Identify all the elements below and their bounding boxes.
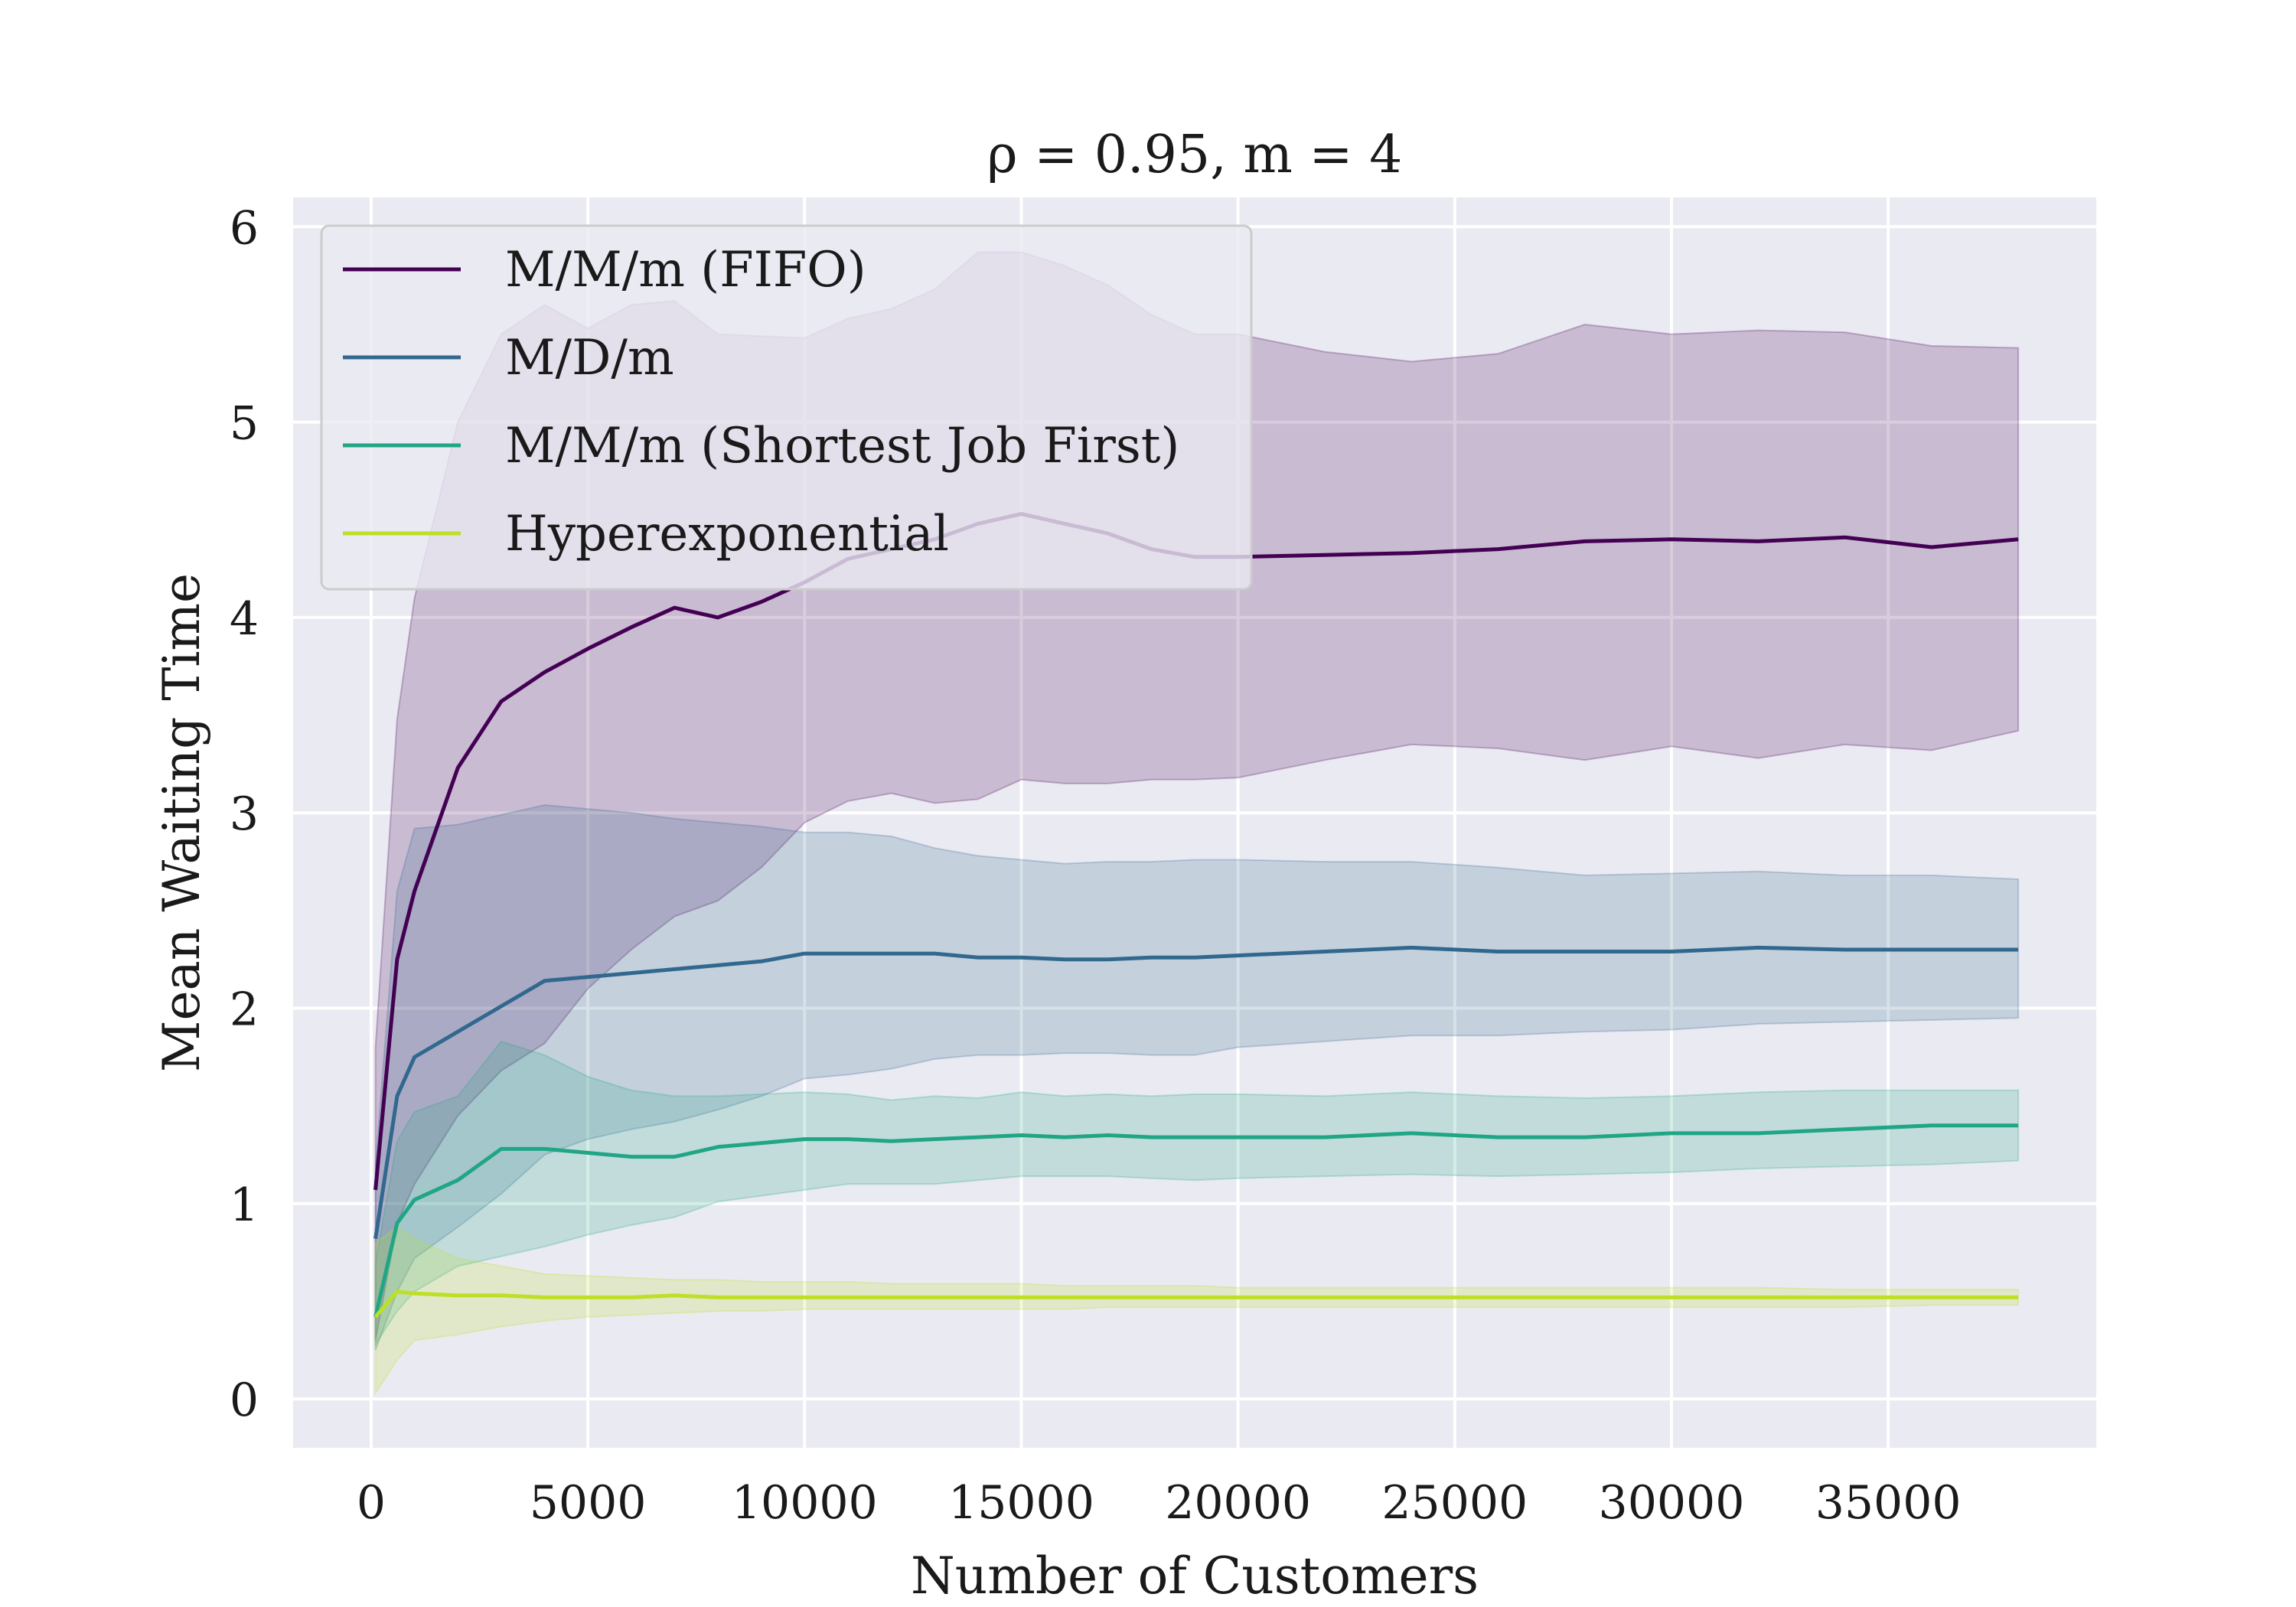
chart-title: ρ = 0.95, m = 4 bbox=[987, 125, 1403, 185]
y-tick-label: 5 bbox=[230, 397, 259, 451]
legend: M/M/m (FIFO) M/D/m M/M/m (Shortest Job Fir… bbox=[320, 224, 1253, 591]
x-tick-label: 20000 bbox=[1165, 1476, 1311, 1530]
confidence-band-series-3 bbox=[374, 1226, 2020, 1396]
y-tick-label: 1 bbox=[230, 1178, 259, 1232]
confidence-band-series-1 bbox=[374, 804, 2020, 1351]
x-tick-label: 15000 bbox=[948, 1476, 1094, 1530]
series-line-3 bbox=[373, 1289, 2019, 1319]
x-tick-label: 10000 bbox=[732, 1476, 878, 1530]
y-tick-label: 3 bbox=[230, 787, 259, 841]
legend-label: M/D/m bbox=[505, 330, 674, 386]
legend-label: Hyperexponential bbox=[505, 506, 949, 562]
y-tick-label: 6 bbox=[230, 201, 259, 255]
confidence-band-series-2 bbox=[374, 1040, 2020, 1348]
series-lines bbox=[373, 512, 2019, 1319]
y-axis-label: Mean Waiting Time bbox=[152, 573, 211, 1072]
x-tick-label: 5000 bbox=[530, 1476, 647, 1530]
y-tick-labels: 0 1 2 3 4 5 6 bbox=[230, 201, 259, 1427]
y-tick-label: 2 bbox=[230, 983, 259, 1037]
x-axis-label: Number of Customers bbox=[911, 1547, 1479, 1605]
x-tick-label: 25000 bbox=[1381, 1476, 1528, 1530]
x-tick-label: 35000 bbox=[1815, 1476, 1962, 1530]
y-tick-label: 0 bbox=[230, 1374, 259, 1427]
x-tick-label: 30000 bbox=[1599, 1476, 1745, 1530]
y-tick-label: 4 bbox=[230, 592, 259, 646]
x-tick-label: 0 bbox=[357, 1476, 386, 1530]
legend-label: M/M/m (Shortest Job First) bbox=[505, 418, 1179, 474]
legend-box bbox=[320, 224, 1253, 591]
legend-label: M/M/m (FIFO) bbox=[505, 242, 866, 298]
x-tick-labels: 0 5000 10000 15000 20000 25000 30000 35000 bbox=[357, 1476, 1962, 1530]
series-line-1 bbox=[373, 945, 2019, 1240]
series-line-2 bbox=[373, 1123, 2019, 1318]
